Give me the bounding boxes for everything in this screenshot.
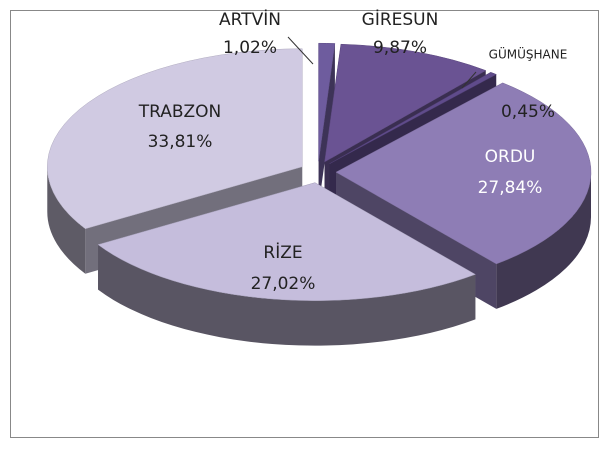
value-label: 33,81%	[148, 132, 213, 152]
value-label: 27,84%	[478, 178, 543, 198]
slice-wall	[496, 172, 591, 309]
slice-side	[318, 43, 335, 207]
labels: ARTVİN 1,02% GİRESUN 9,87% GÜMÜŞHANE 0,45% ORD…	[138, 9, 568, 294]
slice-wall	[98, 244, 476, 346]
category-label: ORDU	[485, 147, 536, 167]
slice	[335, 82, 592, 265]
category-label: GÜMÜŞHANE	[489, 46, 568, 62]
leader-line	[287, 36, 314, 65]
category-label: ARTVİN	[219, 9, 281, 30]
value-label: 1,02%	[223, 38, 277, 58]
category-label: TRABZON	[138, 102, 222, 122]
slice	[329, 72, 497, 164]
slice	[318, 42, 336, 162]
value-label: 27,02%	[251, 274, 316, 294]
pie	[47, 42, 592, 346]
slice-wall	[47, 166, 86, 274]
category-label: RİZE	[263, 242, 302, 263]
leader-line	[461, 71, 477, 89]
category-label: GİRESUN	[362, 9, 439, 30]
value-label: 9,87%	[373, 38, 427, 58]
slice	[47, 48, 303, 230]
slice	[324, 43, 487, 163]
slice	[97, 182, 476, 301]
value-label: 0,45%	[501, 102, 555, 122]
